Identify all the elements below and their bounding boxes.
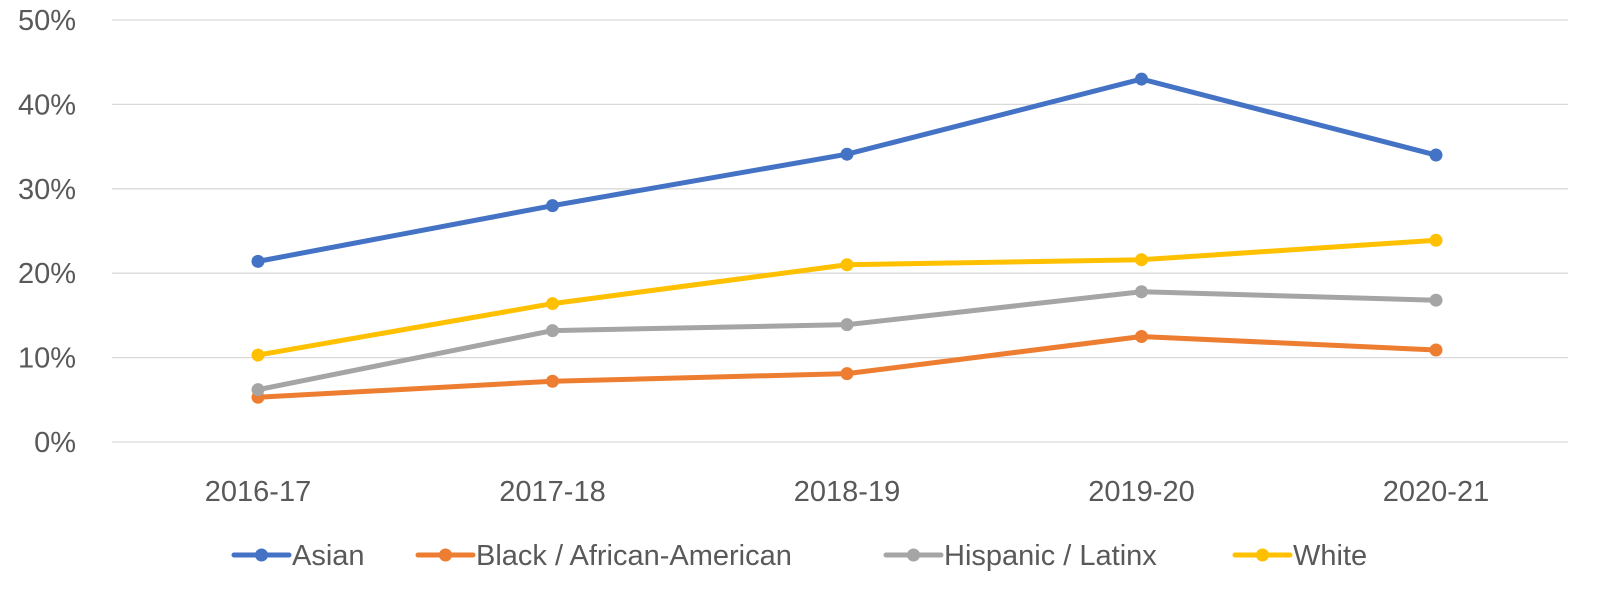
y-tick-label: 30% [18,174,76,206]
legend-marker-icon [1256,548,1269,562]
legend: Asian Black / African-American Hispanic / … [231,540,1367,572]
series-line-asian [255,76,1439,264]
legend-item-asian: Asian [231,540,365,572]
data-point-hispanic-latinx [1429,293,1443,307]
series-lines [251,72,1443,404]
data-point-asian [1135,72,1148,86]
y-tick-label: 10% [18,343,76,375]
series-line-white [255,237,1439,358]
data-point-black-african-american [840,367,854,381]
data-point-hispanic-latinx [251,383,265,397]
data-point-hispanic-latinx [840,318,854,332]
y-tick-label: 0% [34,427,76,459]
y-tick-label: 40% [18,89,76,121]
series-line-black-african-american [255,334,1439,400]
series-hispanic-latinx [251,285,1443,397]
series-asian [251,72,1443,268]
data-point-white [251,348,265,362]
legend-label: Asian [292,540,365,572]
legend-item-black-african-american: Black / African-American [415,540,792,572]
legend-item-hispanic-latinx: Hispanic / Latinx [883,540,1157,572]
gridlines [112,19,1568,443]
x-tick-label: 2016-17 [205,476,311,508]
legend-marker-icon [439,548,452,562]
y-tick-label: 50% [18,5,76,37]
data-point-white [1429,233,1443,247]
data-point-white [1135,253,1148,267]
data-point-hispanic-latinx [1135,285,1148,299]
x-tick-label: 2019-20 [1088,476,1194,508]
y-tick-label: 20% [18,258,76,290]
data-point-black-african-american [1429,343,1443,357]
data-point-asian [251,254,265,268]
data-point-white [546,297,559,311]
data-point-black-african-american [546,374,559,388]
y-axis-tick-labels: 0% 10% 20% 30% 40% 50% [18,5,76,459]
x-axis-tick-labels: 2016-17 2017-18 2018-19 2019-20 2020-21 [205,476,1489,508]
data-point-asian [546,199,559,213]
legend-label: Black / African-American [476,540,792,572]
x-tick-label: 2020-21 [1383,476,1489,508]
data-point-white [840,258,854,272]
data-point-black-african-american [1135,330,1148,343]
legend-label: White [1293,540,1367,572]
legend-item-white: White [1232,540,1367,572]
legend-marker-icon [255,548,268,562]
data-point-asian [840,147,854,161]
series-white [251,233,1443,362]
series-black-african-american [251,330,1443,404]
data-point-asian [1429,148,1443,162]
data-point-hispanic-latinx [546,324,559,338]
legend-marker-icon [907,548,920,562]
legend-label: Hispanic / Latinx [944,540,1157,572]
x-tick-label: 2018-19 [794,476,900,508]
x-tick-label: 2017-18 [499,476,605,508]
